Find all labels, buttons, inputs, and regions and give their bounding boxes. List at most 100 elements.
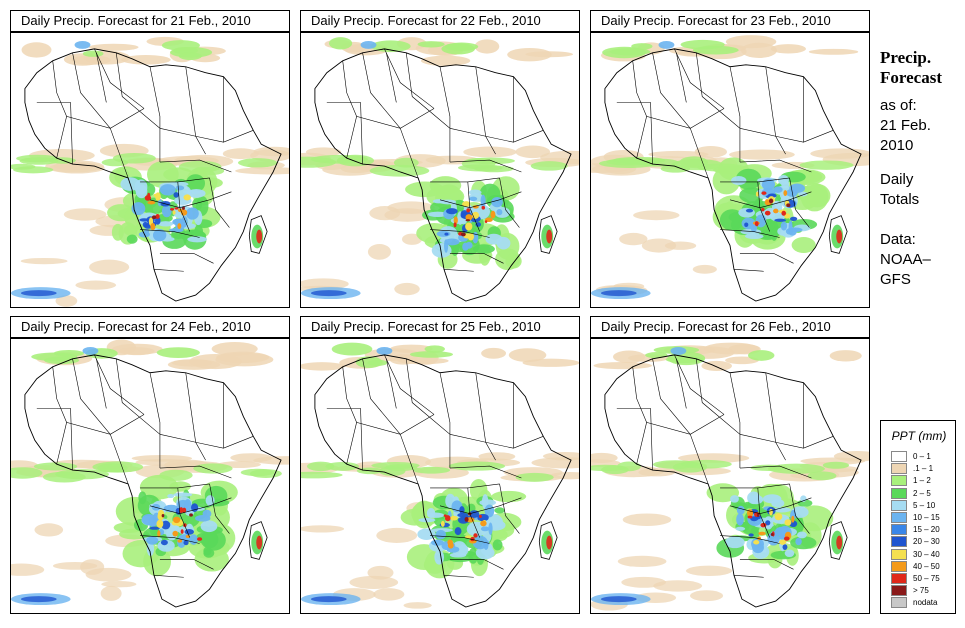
precip-area [420, 55, 471, 67]
precip-area [20, 257, 68, 265]
precip-area [20, 596, 57, 603]
africa-map [11, 339, 289, 608]
legend-label: 20 – 30 [913, 537, 940, 547]
precip-area [139, 218, 149, 222]
precip-area [147, 200, 156, 205]
totals-line1: Daily [880, 171, 914, 188]
precip-area [131, 455, 193, 462]
precip-area [836, 229, 843, 244]
country-border [729, 191, 812, 209]
precip-area [462, 201, 471, 208]
precip-area [367, 359, 388, 366]
precip-area [141, 513, 157, 526]
country-border [384, 48, 435, 109]
precip-area [63, 208, 107, 221]
precip-area [52, 561, 98, 570]
country-border [690, 128, 709, 179]
madagascar-outline [828, 215, 848, 254]
precip-area [185, 174, 206, 193]
precip-area [685, 565, 733, 576]
precip-area [490, 210, 496, 219]
precip-area [301, 362, 345, 371]
precip-area [169, 481, 191, 492]
asof-line2: 21 Feb. [880, 117, 931, 134]
precip-area [768, 198, 774, 204]
precip-area [492, 539, 503, 551]
forecast-map-4 [10, 338, 290, 614]
country-border [636, 414, 725, 465]
precip-area [469, 510, 480, 518]
precip-area [836, 535, 843, 550]
country-border [695, 52, 741, 129]
country-border [449, 465, 522, 479]
country-border [690, 434, 709, 485]
legend-item: 5 – 10 [891, 499, 953, 511]
country-border [94, 48, 145, 109]
precip-area [197, 537, 203, 541]
precip-area [184, 499, 192, 512]
precip-area [170, 207, 175, 211]
precip-area [485, 233, 503, 245]
precip-area [789, 183, 805, 193]
precip-area [222, 148, 259, 160]
precip-area [147, 192, 151, 198]
precip-area [175, 185, 185, 191]
precip-area [767, 532, 780, 546]
precip-area [735, 526, 746, 531]
precip-area [444, 42, 479, 51]
precip-area [740, 228, 762, 235]
country-border [384, 354, 435, 415]
legend-item: > 75 [891, 585, 953, 597]
precip-area [457, 512, 469, 518]
country-border [177, 487, 190, 538]
precip-area [753, 540, 760, 545]
precip-area [758, 531, 766, 536]
precip-area [42, 471, 86, 483]
precip-area [183, 540, 189, 546]
precip-area [371, 462, 420, 470]
precip-area [445, 515, 451, 522]
precip-area [174, 207, 179, 210]
precip-area [182, 507, 187, 513]
legend: PPT (mm) 0 – 1 .1 – 1 1 – 2 2 – 5 5 – 10 10 –… [880, 420, 956, 614]
country-border [674, 48, 725, 109]
legend-label: 15 – 20 [913, 525, 940, 535]
precip-area [126, 234, 138, 244]
precip-area [731, 176, 747, 186]
country-border [149, 191, 232, 209]
precip-area [426, 508, 436, 519]
precip-area [459, 506, 465, 515]
madagascar-outline [828, 521, 848, 560]
precip-area [53, 349, 85, 357]
country-border [96, 52, 107, 103]
precip-area [203, 548, 215, 558]
country-border [467, 487, 480, 538]
precip-area [600, 596, 637, 603]
precip-area [328, 37, 353, 50]
precip-area [177, 539, 183, 543]
country-border [729, 372, 741, 469]
asof-line3: 2010 [880, 137, 914, 154]
country-border [765, 66, 786, 155]
country-border [467, 181, 480, 232]
country-border [739, 434, 834, 449]
country-border [449, 253, 504, 264]
madagascar-outline [538, 215, 558, 254]
precip-area [20, 290, 57, 297]
precip-area [453, 222, 457, 228]
country-border [616, 102, 653, 165]
precip-area [748, 350, 775, 361]
precip-area [179, 507, 184, 514]
precip-area [194, 547, 229, 572]
legend-item: 20 – 30 [891, 536, 953, 548]
precip-area [310, 290, 347, 297]
precip-area [189, 534, 198, 545]
precip-area [171, 359, 213, 367]
precip-area [472, 244, 495, 254]
madagascar-outline [248, 215, 268, 254]
precip-area [621, 576, 667, 588]
country-border [177, 181, 190, 232]
country-border [739, 253, 794, 264]
country-border [695, 358, 741, 435]
precip-area [449, 515, 458, 521]
